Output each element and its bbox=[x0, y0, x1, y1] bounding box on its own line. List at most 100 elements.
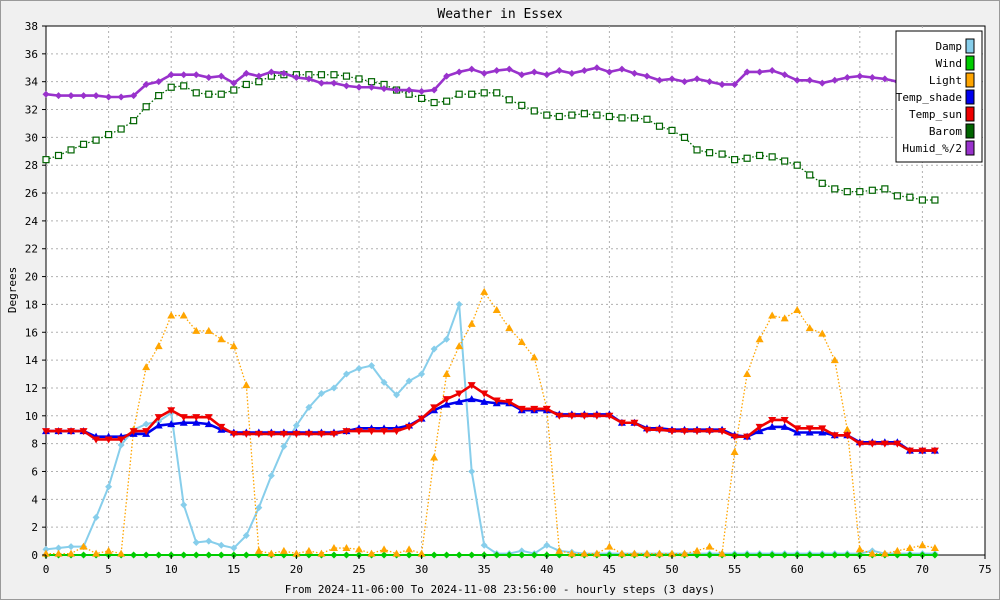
data-point-wind bbox=[906, 551, 914, 559]
data-point-humid-2 bbox=[843, 74, 851, 82]
data-point-wind bbox=[380, 551, 388, 559]
data-point-temp-sun bbox=[855, 440, 864, 448]
data-point-temp-sun bbox=[555, 412, 564, 420]
data-point-damp bbox=[543, 541, 551, 549]
data-point-temp-sun bbox=[505, 398, 514, 406]
data-point-light bbox=[555, 546, 564, 554]
data-point-temp-sun bbox=[542, 405, 551, 413]
y-tick-label: 32 bbox=[25, 104, 38, 117]
data-point-light bbox=[780, 314, 789, 322]
data-point-temp-shade bbox=[167, 420, 176, 428]
series-layer bbox=[42, 64, 939, 559]
data-point-humid-2 bbox=[405, 86, 413, 94]
data-point-barom bbox=[543, 111, 551, 119]
x-tick-label: 40 bbox=[540, 563, 553, 576]
data-point-humid-2 bbox=[355, 83, 363, 91]
series-temp-sun bbox=[42, 382, 939, 455]
data-point-humid-2 bbox=[55, 92, 63, 100]
data-point-humid-2 bbox=[42, 90, 50, 98]
data-point-temp-sun bbox=[279, 430, 288, 438]
data-point-humid-2 bbox=[518, 71, 526, 79]
data-point-damp bbox=[305, 403, 313, 411]
data-point-barom bbox=[718, 150, 726, 158]
data-point-temp-sun bbox=[818, 425, 827, 433]
data-point-temp-shade bbox=[480, 397, 489, 405]
data-point-temp-shade bbox=[204, 420, 213, 428]
data-point-humid-2 bbox=[768, 67, 776, 75]
x-tick-label: 30 bbox=[415, 563, 428, 576]
legend-swatch-wind bbox=[965, 55, 975, 71]
data-point-damp bbox=[480, 541, 488, 549]
data-point-humid-2 bbox=[330, 79, 338, 87]
data-point-damp bbox=[242, 532, 250, 540]
data-point-barom bbox=[705, 149, 714, 157]
y-tick-label: 8 bbox=[31, 438, 38, 451]
x-tick-label: 65 bbox=[853, 563, 866, 576]
data-point-light bbox=[179, 311, 188, 319]
plot-area bbox=[45, 25, 986, 556]
data-point-barom bbox=[568, 111, 576, 119]
data-point-temp-sun bbox=[455, 390, 464, 398]
data-point-temp-sun bbox=[530, 405, 539, 413]
data-point-damp bbox=[518, 547, 526, 555]
data-point-humid-2 bbox=[317, 79, 325, 87]
data-point-barom bbox=[693, 146, 701, 154]
data-point-light bbox=[380, 545, 389, 553]
data-point-humid-2 bbox=[831, 76, 839, 84]
x-tick-label: 55 bbox=[728, 563, 741, 576]
data-point-temp-shade bbox=[442, 400, 451, 408]
data-point-damp bbox=[330, 384, 338, 392]
data-point-barom bbox=[893, 192, 901, 200]
data-point-light bbox=[855, 545, 864, 553]
data-point-light bbox=[668, 549, 676, 557]
data-point-temp-shade bbox=[455, 397, 464, 405]
data-point-barom bbox=[580, 110, 588, 118]
data-point-temp-shade bbox=[154, 421, 163, 429]
data-point-barom bbox=[217, 90, 225, 98]
data-point-humid-2 bbox=[743, 68, 751, 76]
data-point-humid-2 bbox=[493, 67, 501, 75]
data-point-temp-sun bbox=[242, 430, 251, 438]
data-point-light bbox=[868, 549, 877, 557]
data-point-light bbox=[505, 324, 514, 332]
data-point-temp-sun bbox=[267, 430, 276, 438]
series-humid-2 bbox=[42, 64, 939, 101]
data-point-light bbox=[655, 549, 664, 557]
data-point-wind bbox=[806, 551, 814, 559]
data-point-humid-2 bbox=[217, 72, 225, 80]
data-point-light bbox=[430, 453, 439, 461]
y-tick-label: 26 bbox=[25, 187, 38, 200]
data-point-light bbox=[317, 549, 326, 557]
data-point-damp bbox=[117, 441, 125, 449]
data-point-barom bbox=[42, 156, 50, 164]
data-point-damp bbox=[55, 544, 63, 552]
data-point-humid-2 bbox=[718, 80, 726, 88]
legend-swatch-temp-shade bbox=[965, 89, 975, 105]
data-point-light bbox=[304, 546, 313, 554]
data-point-wind bbox=[242, 551, 250, 559]
data-point-humid-2 bbox=[793, 76, 801, 84]
data-point-wind bbox=[192, 551, 200, 559]
x-tick-label: 20 bbox=[290, 563, 303, 576]
data-point-barom bbox=[443, 97, 451, 105]
data-point-light bbox=[755, 335, 764, 343]
data-point-barom bbox=[730, 156, 739, 164]
data-point-barom bbox=[618, 114, 626, 122]
data-point-temp-sun bbox=[605, 412, 614, 420]
data-point-humid-2 bbox=[255, 72, 263, 80]
data-point-light bbox=[254, 546, 263, 554]
data-point-light bbox=[154, 342, 163, 350]
data-point-barom bbox=[856, 188, 864, 196]
data-point-temp-sun bbox=[67, 428, 76, 436]
data-point-light bbox=[617, 549, 626, 557]
data-point-temp-sun bbox=[142, 428, 151, 436]
data-point-temp-sun bbox=[417, 415, 426, 423]
data-point-temp-sun bbox=[467, 382, 476, 390]
data-point-wind bbox=[505, 551, 513, 559]
legend-swatch-humid-2 bbox=[965, 140, 975, 156]
data-point-temp-sun bbox=[92, 436, 101, 444]
data-point-light bbox=[167, 311, 176, 319]
data-point-barom bbox=[355, 75, 363, 83]
data-point-humid-2 bbox=[292, 74, 300, 82]
data-point-temp-sun bbox=[129, 428, 138, 436]
